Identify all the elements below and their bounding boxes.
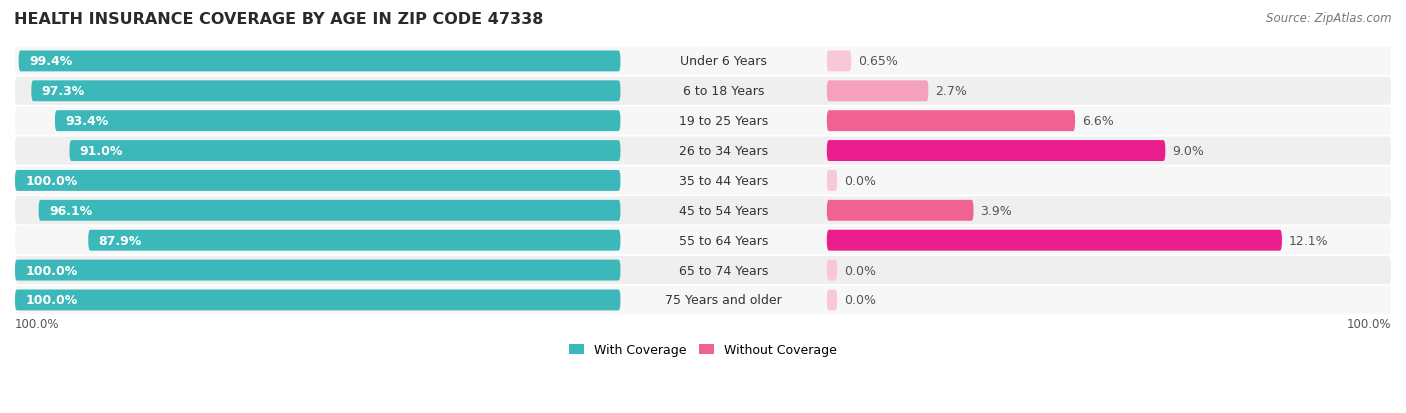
- FancyBboxPatch shape: [827, 290, 837, 311]
- Text: 97.3%: 97.3%: [42, 85, 84, 98]
- Text: 91.0%: 91.0%: [80, 145, 124, 158]
- Text: 100.0%: 100.0%: [25, 294, 77, 307]
- FancyBboxPatch shape: [15, 171, 620, 192]
- Text: 6 to 18 Years: 6 to 18 Years: [683, 85, 765, 98]
- FancyBboxPatch shape: [827, 81, 928, 102]
- FancyBboxPatch shape: [15, 137, 1391, 165]
- Text: 0.65%: 0.65%: [858, 55, 898, 68]
- Text: 0.0%: 0.0%: [844, 175, 876, 188]
- Text: 100.0%: 100.0%: [15, 318, 59, 330]
- FancyBboxPatch shape: [827, 230, 1282, 251]
- FancyBboxPatch shape: [15, 256, 1391, 285]
- FancyBboxPatch shape: [827, 200, 973, 221]
- Text: 96.1%: 96.1%: [49, 204, 93, 217]
- Text: 19 to 25 Years: 19 to 25 Years: [679, 115, 768, 128]
- FancyBboxPatch shape: [827, 111, 1076, 132]
- Text: 35 to 44 Years: 35 to 44 Years: [679, 175, 768, 188]
- FancyBboxPatch shape: [15, 260, 620, 281]
- FancyBboxPatch shape: [827, 171, 837, 192]
- FancyBboxPatch shape: [18, 51, 620, 72]
- Text: 3.9%: 3.9%: [980, 204, 1012, 217]
- FancyBboxPatch shape: [15, 78, 1391, 106]
- Text: 100.0%: 100.0%: [25, 264, 77, 277]
- FancyBboxPatch shape: [827, 141, 1166, 161]
- FancyBboxPatch shape: [31, 81, 620, 102]
- Text: 99.4%: 99.4%: [30, 55, 72, 68]
- FancyBboxPatch shape: [69, 141, 620, 161]
- Text: 9.0%: 9.0%: [1173, 145, 1204, 158]
- FancyBboxPatch shape: [15, 227, 1391, 255]
- FancyBboxPatch shape: [15, 290, 620, 311]
- FancyBboxPatch shape: [15, 107, 1391, 135]
- Text: 26 to 34 Years: 26 to 34 Years: [679, 145, 768, 158]
- Text: 2.7%: 2.7%: [935, 85, 967, 98]
- Text: 65 to 74 Years: 65 to 74 Years: [679, 264, 768, 277]
- Text: Source: ZipAtlas.com: Source: ZipAtlas.com: [1267, 12, 1392, 25]
- Text: 12.1%: 12.1%: [1289, 234, 1329, 247]
- Text: 93.4%: 93.4%: [65, 115, 108, 128]
- FancyBboxPatch shape: [15, 167, 1391, 195]
- Text: 55 to 64 Years: 55 to 64 Years: [679, 234, 768, 247]
- Text: 0.0%: 0.0%: [844, 294, 876, 307]
- FancyBboxPatch shape: [38, 200, 620, 221]
- Text: 100.0%: 100.0%: [25, 175, 77, 188]
- Legend: With Coverage, Without Coverage: With Coverage, Without Coverage: [564, 338, 842, 361]
- Text: 6.6%: 6.6%: [1083, 115, 1114, 128]
- Text: 100.0%: 100.0%: [1347, 318, 1391, 330]
- FancyBboxPatch shape: [89, 230, 620, 251]
- Text: 75 Years and older: 75 Years and older: [665, 294, 782, 307]
- Text: 87.9%: 87.9%: [98, 234, 142, 247]
- FancyBboxPatch shape: [827, 51, 851, 72]
- FancyBboxPatch shape: [55, 111, 620, 132]
- FancyBboxPatch shape: [827, 260, 837, 281]
- Text: Under 6 Years: Under 6 Years: [681, 55, 768, 68]
- FancyBboxPatch shape: [15, 48, 1391, 76]
- FancyBboxPatch shape: [15, 286, 1391, 314]
- Text: 0.0%: 0.0%: [844, 264, 876, 277]
- Text: HEALTH INSURANCE COVERAGE BY AGE IN ZIP CODE 47338: HEALTH INSURANCE COVERAGE BY AGE IN ZIP …: [14, 12, 544, 27]
- FancyBboxPatch shape: [15, 197, 1391, 225]
- Text: 45 to 54 Years: 45 to 54 Years: [679, 204, 768, 217]
